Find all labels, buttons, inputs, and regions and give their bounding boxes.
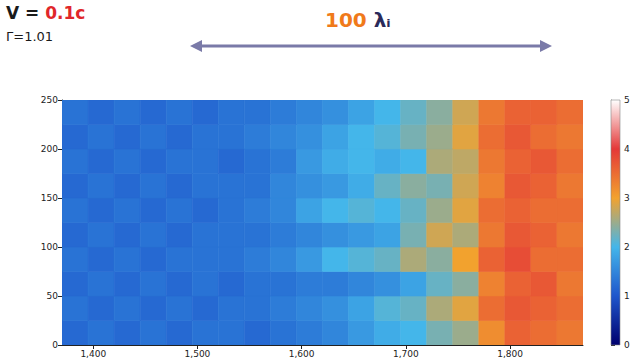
svg-text:250: 250 <box>41 95 58 105</box>
svg-text:1,600: 1,600 <box>289 349 315 359</box>
svg-text:3: 3 <box>624 193 630 203</box>
svg-text:0: 0 <box>624 340 630 350</box>
svg-text:0.1c: 0.1c <box>45 3 85 23</box>
svg-text:V =: V = <box>6 3 45 23</box>
svg-text:1,400: 1,400 <box>80 349 106 359</box>
svg-text:2: 2 <box>624 242 630 252</box>
svg-text:4: 4 <box>624 144 630 154</box>
svg-text:1,800: 1,800 <box>497 349 523 359</box>
svg-text:Γ=1.01: Γ=1.01 <box>6 29 53 44</box>
svg-text:5: 5 <box>624 95 630 105</box>
svg-text:1,700: 1,700 <box>393 349 419 359</box>
svg-text:200: 200 <box>41 144 58 154</box>
svg-text:150: 150 <box>41 193 58 203</box>
svg-text:0: 0 <box>52 340 58 350</box>
svg-text:1,500: 1,500 <box>185 349 211 359</box>
svg-text:λᵢ: λᵢ <box>367 8 391 32</box>
svg-text:1: 1 <box>624 291 630 301</box>
svg-text:50: 50 <box>47 291 59 301</box>
svg-text:100: 100 <box>41 242 58 252</box>
svg-text:100: 100 <box>325 8 367 32</box>
